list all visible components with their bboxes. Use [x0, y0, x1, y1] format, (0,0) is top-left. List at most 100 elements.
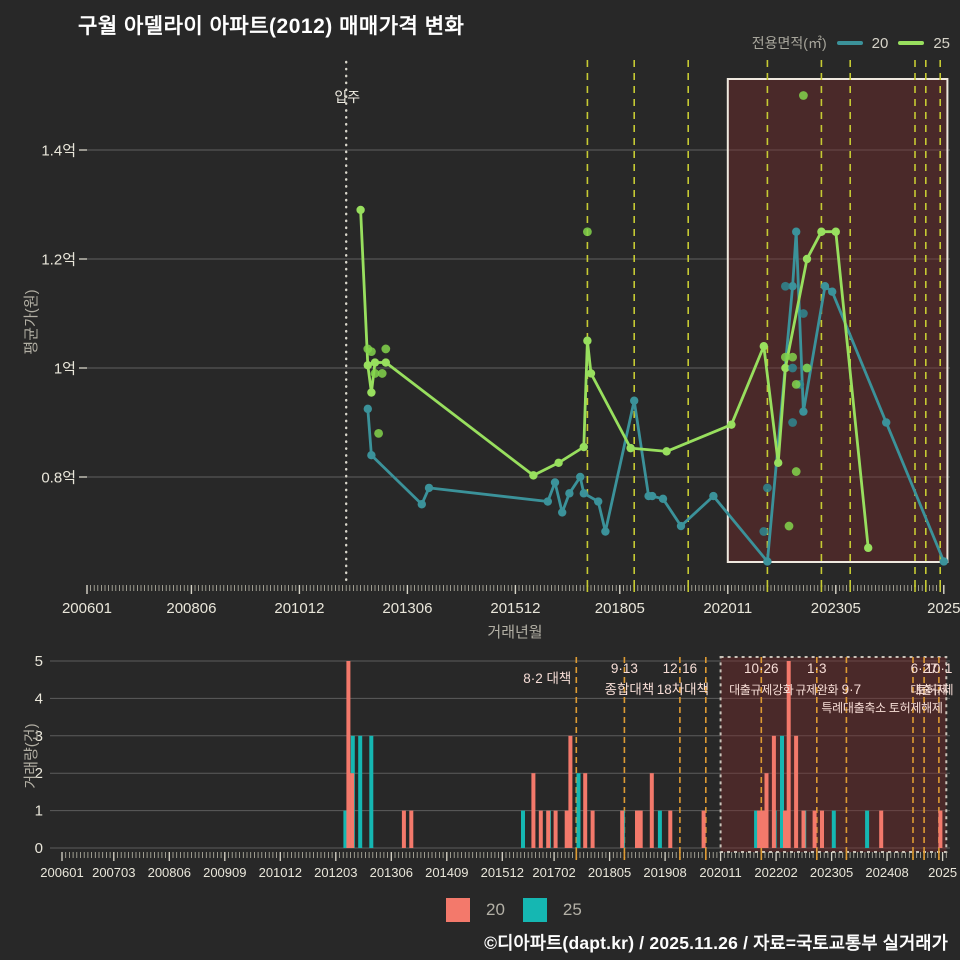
- annotation: 특례대출축소 토허제해제: [821, 701, 942, 715]
- price-point-20: [565, 489, 574, 498]
- x-tick-label: 202305: [811, 600, 861, 617]
- x-tick-label: 201702: [532, 865, 575, 880]
- volume-bar-20: [757, 810, 762, 848]
- volume-bar-20: [771, 735, 776, 848]
- price-point-25: [363, 361, 372, 370]
- volume-bar-20: [546, 810, 551, 848]
- price-point-20: [658, 494, 668, 503]
- annotation: 규제완화: [795, 683, 838, 697]
- price-point-25: [774, 458, 783, 468]
- volume-bar-20: [764, 773, 769, 848]
- price-point-20: [788, 282, 797, 291]
- price-point-20: [882, 418, 891, 427]
- x-tick-label: 2025: [927, 600, 960, 617]
- x-tick-label: 201203: [314, 865, 357, 880]
- x-tick-label: 202202: [754, 865, 797, 880]
- price-chart: 0.8억 1억 1.2억 1.4억 입주 200601 200806 201012 201306…: [23, 60, 960, 641]
- volume-bar-25: [343, 810, 348, 848]
- volume-bar-20: [801, 810, 806, 848]
- volume-bar-20: [620, 810, 625, 848]
- price-point-25: [817, 227, 826, 236]
- volume-bar-20: [760, 810, 765, 848]
- price-scatter-25: [381, 344, 391, 354]
- volume-bar-20: [583, 773, 588, 848]
- volume-bar-25: [369, 735, 374, 848]
- y-tick-label: 1.2억: [41, 252, 76, 269]
- annotation: 6·27: [911, 661, 938, 676]
- volume-bar-20: [553, 810, 558, 848]
- x-tick-label: 201012: [259, 865, 302, 880]
- y-tick-label: 1억: [54, 361, 76, 378]
- price-point-20: [558, 508, 567, 517]
- price-scatter-20: [763, 483, 772, 493]
- price-point-20: [579, 489, 588, 498]
- price-scatter-25: [799, 91, 808, 100]
- legend-line-swatch-20: [836, 41, 863, 45]
- annotation: 10·26: [744, 661, 779, 676]
- price-scatter-25: [788, 352, 797, 362]
- x-tick-label: 202011: [699, 865, 741, 880]
- volume-bar-25: [358, 735, 363, 848]
- x-tick-label: 202408: [865, 865, 908, 880]
- price-scatter-20: [759, 527, 769, 536]
- y-tick-label: 1: [35, 803, 43, 820]
- volume-legend: 20 25: [446, 898, 582, 922]
- price-scatter-25: [370, 369, 380, 378]
- price-point-20: [828, 287, 837, 296]
- annotation: 10·1: [925, 661, 952, 676]
- volume-legend-swatch-20: [446, 898, 470, 922]
- volume-bar-20: [938, 810, 943, 848]
- x-tick-label: 2025: [928, 865, 957, 880]
- price-point-25: [381, 358, 390, 367]
- price-point-20: [799, 407, 808, 416]
- y-tick-label: 0.8억: [41, 470, 76, 487]
- move-in-label: 입주: [334, 89, 360, 105]
- volume-bar-20: [590, 810, 595, 848]
- volume-legend-item-25: 25: [522, 898, 582, 922]
- x-tick-label: 201908: [643, 865, 686, 880]
- price-scatter-20: [781, 281, 790, 291]
- x-tick-label: 200806: [166, 600, 216, 617]
- annotation: 9·7: [842, 682, 862, 697]
- price-point-20: [763, 557, 772, 566]
- price-point-25: [662, 447, 671, 456]
- volume-bar-20: [820, 810, 824, 848]
- x-axis-title: 거래년월: [487, 624, 542, 641]
- x-tick-label: 201805: [595, 600, 645, 617]
- page-title: 구월 아델라이 아파트(2012) 매매가격 변화: [78, 15, 465, 38]
- price-point-25: [727, 420, 736, 429]
- price-point-20: [939, 557, 948, 566]
- price-point-20: [594, 497, 603, 506]
- annotation: 종합대책: [605, 682, 655, 697]
- y-tick-label: 2: [35, 765, 43, 782]
- volume-bar-20: [350, 773, 355, 848]
- price-scatter-25: [784, 521, 794, 531]
- price-point-25: [370, 358, 380, 367]
- price-point-20: [576, 472, 585, 482]
- volume-bar-20: [635, 810, 639, 848]
- price-scatter-25: [583, 227, 592, 237]
- x-tick-label: 201512: [481, 865, 524, 880]
- volume-bar-20: [568, 735, 573, 848]
- x-tick-label: 200601: [40, 865, 83, 880]
- volume-bar-20: [668, 810, 673, 848]
- volume-bar-25: [521, 810, 525, 848]
- volume-bar-20: [783, 810, 787, 848]
- footer-credit: ©디아파트(dapt.kr) / 2025.11.26 / 자료=국토교통부 실…: [484, 933, 948, 953]
- volume-legend-item-20: 20: [446, 898, 505, 922]
- legend-label-25: 25: [933, 34, 950, 52]
- price-point-20: [363, 404, 372, 414]
- price-point-20: [792, 227, 801, 236]
- volume-bar-20: [531, 773, 536, 848]
- volume-bar-20: [812, 810, 817, 848]
- x-tick-label: 200806: [148, 865, 191, 880]
- x-tick-label: 201306: [370, 865, 413, 880]
- price-point-20: [417, 500, 426, 509]
- volume-bar-20: [701, 810, 706, 848]
- volume-bar-20: [794, 735, 799, 848]
- x-tick-label: 202011: [703, 600, 752, 617]
- price-point-25: [583, 336, 592, 345]
- volume-bar-25: [754, 810, 759, 848]
- volume-bar-20: [638, 810, 643, 848]
- volume-bar-20: [346, 661, 351, 848]
